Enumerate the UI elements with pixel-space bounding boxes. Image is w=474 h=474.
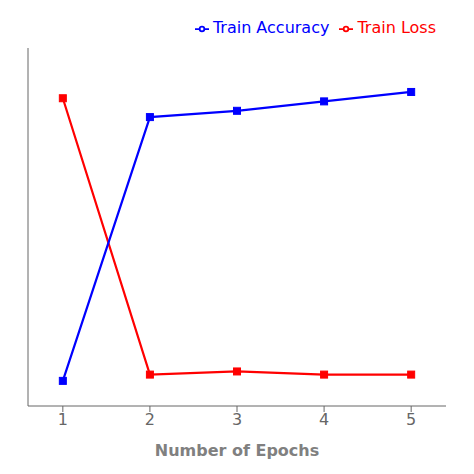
- svg-text:1: 1: [58, 410, 68, 429]
- svg-text:5: 5: [406, 410, 416, 429]
- html-text:Train Loss: Train Loss: [357, 18, 436, 37]
- svg-text:3: 3: [232, 410, 242, 429]
- svg-text:2: 2: [145, 410, 155, 429]
- svg-text:Number of Epochs: Number of Epochs: [155, 441, 320, 460]
- svg-text:4: 4: [319, 410, 329, 429]
- html-text:Train Accuracy: Train Accuracy: [212, 18, 330, 37]
